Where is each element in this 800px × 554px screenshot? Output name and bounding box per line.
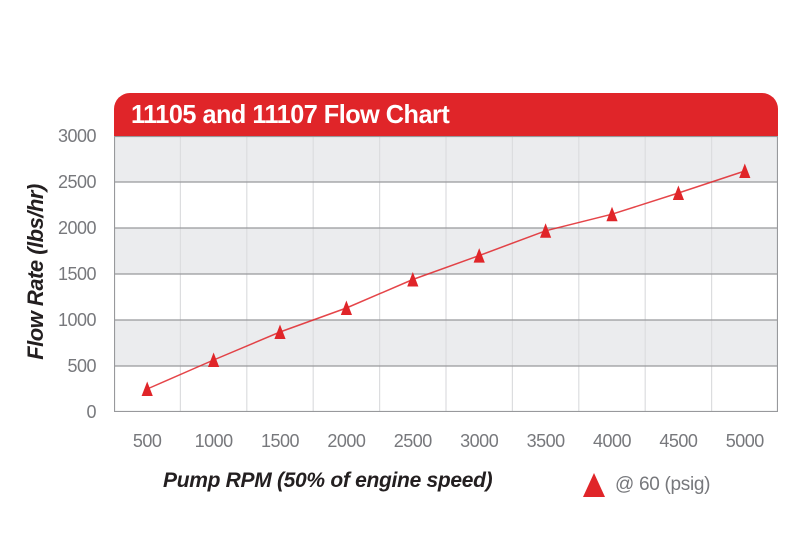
y-tick-label: 3000 <box>57 126 97 146</box>
chart-title: 11105 and 11107 Flow Chart <box>131 99 450 129</box>
legend-label: @ 60 (psig) <box>615 474 711 495</box>
data-point-marker <box>672 185 684 201</box>
data-point-marker <box>540 223 552 238</box>
data-point-marker <box>274 324 286 339</box>
x-axis-tick-labels: 500 1000 1500 2000 2500 3000 3500 4000 4500 5000 <box>114 431 778 455</box>
y-tick-label: 1000 <box>57 310 97 330</box>
x-tick-label: 4500 <box>659 431 698 451</box>
x-tick-label: 2500 <box>393 431 433 451</box>
chart-title-banner: 11105 and 11107 Flow Chart <box>114 93 778 136</box>
legend: @ 60 (psig) <box>583 472 711 498</box>
data-point-marker <box>340 300 352 316</box>
data-point-marker <box>739 163 751 178</box>
x-tick-label: 2000 <box>327 431 366 451</box>
data-point-marker <box>473 248 485 263</box>
plot-border <box>114 136 778 412</box>
data-point-marker <box>407 272 419 287</box>
data-point-marker <box>208 352 220 368</box>
x-tick-label: 4000 <box>592 431 632 451</box>
y-tick-label: 0 <box>86 402 96 422</box>
y-tick-label: 2000 <box>57 218 97 238</box>
data-point-marker <box>606 206 618 222</box>
plot-canvas <box>114 136 778 412</box>
x-tick-label: 3500 <box>526 431 566 451</box>
y-tick-label: 500 <box>67 356 96 376</box>
x-tick-label: 5000 <box>725 431 765 451</box>
plot-area <box>114 136 778 412</box>
x-tick-label: 1500 <box>260 431 300 451</box>
data-line <box>146 170 746 390</box>
x-tick-label: 500 <box>132 431 162 451</box>
x-tick-label: 3000 <box>460 431 499 451</box>
data-point-marker <box>141 381 153 396</box>
triangle-marker-icon <box>583 473 605 497</box>
y-tick-label: 1500 <box>57 264 97 284</box>
y-tick-label: 2500 <box>57 172 97 192</box>
x-axis-title: Pump RPM (50% of engine speed) <box>163 469 493 492</box>
x-tick-label: 1000 <box>194 431 234 451</box>
y-axis-tick-labels: 0 500 1000 1500 2000 2500 3000 <box>30 126 97 422</box>
